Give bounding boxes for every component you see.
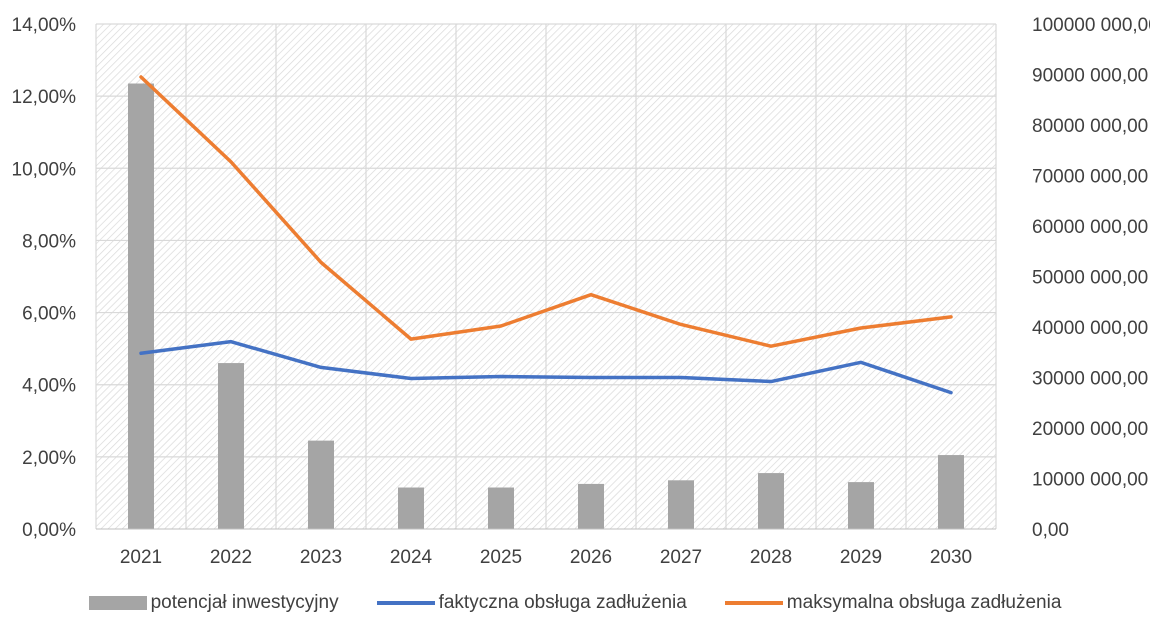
line-series bbox=[139, 75, 953, 395]
bar bbox=[758, 473, 784, 529]
bar bbox=[308, 440, 334, 529]
left-tick-label: 0,00% bbox=[22, 520, 76, 541]
legend-label: potencjał inwestycyjny bbox=[150, 592, 339, 613]
right-tick-label: 70000 000,00 bbox=[1032, 167, 1148, 188]
bar bbox=[218, 363, 244, 529]
right-tick-label: 20000 000,00 bbox=[1032, 419, 1148, 440]
bar bbox=[128, 83, 154, 530]
x-tick-label: 2029 bbox=[840, 547, 882, 568]
bar-series bbox=[128, 83, 964, 530]
right-tick-label: 30000 000,00 bbox=[1032, 369, 1148, 390]
bar bbox=[848, 482, 874, 529]
right-tick-label: 60000 000,00 bbox=[1032, 217, 1148, 238]
series-line bbox=[139, 339, 953, 395]
bar bbox=[938, 455, 964, 529]
legend-item-bar: potencjał inwestycyjny bbox=[88, 592, 339, 614]
legend: potencjał inwestycyjny faktyczna obsługa… bbox=[0, 592, 1150, 614]
x-tick-label: 2028 bbox=[750, 547, 792, 568]
x-tick-label: 2027 bbox=[660, 547, 702, 568]
right-tick-label: 80000 000,00 bbox=[1032, 116, 1148, 137]
bar bbox=[398, 487, 424, 529]
right-tick-label: 0,00 bbox=[1032, 520, 1069, 541]
left-tick-label: 4,00% bbox=[22, 376, 76, 397]
left-tick-label: 14,00% bbox=[12, 15, 77, 36]
x-tick-label: 2021 bbox=[120, 547, 162, 568]
legend-swatch-max bbox=[724, 601, 783, 605]
right-tick-label: 90000 000,00 bbox=[1032, 66, 1148, 87]
right-tick-label: 40000 000,00 bbox=[1032, 318, 1148, 339]
legend-label: faktyczna obsługa zadłużenia bbox=[438, 592, 687, 613]
bar bbox=[668, 480, 694, 529]
legend-swatch-bar bbox=[88, 596, 147, 610]
left-tick-label: 10,00% bbox=[12, 159, 77, 180]
x-axis-tick-labels: 2021 2022 2023 2024 2025 2026 2027 2028 2029 2030 bbox=[120, 547, 972, 568]
x-tick-label: 2030 bbox=[930, 547, 972, 568]
right-axis-tick-labels: 0,00 10000 000,00 20000 000,00 30000 000,00… bbox=[1032, 15, 1150, 541]
legend-item-actual: faktyczna obsługa zadłużenia bbox=[376, 592, 687, 614]
x-tick-label: 2025 bbox=[480, 547, 522, 568]
left-tick-label: 8,00% bbox=[22, 231, 76, 252]
right-tick-label: 50000 000,00 bbox=[1032, 268, 1148, 289]
bar bbox=[578, 483, 604, 529]
x-tick-label: 2022 bbox=[210, 547, 252, 568]
legend-item-max: maksymalna obsługa zadłużenia bbox=[724, 592, 1062, 614]
legend-swatch-actual bbox=[376, 601, 435, 605]
right-tick-label: 100000 000,00 bbox=[1032, 15, 1150, 36]
left-tick-label: 2,00% bbox=[22, 448, 76, 469]
legend-label: maksymalna obsługa zadłużenia bbox=[786, 592, 1062, 613]
x-tick-label: 2023 bbox=[300, 547, 342, 568]
left-axis-tick-labels: 0,00% 2,00% 4,00% 6,00% 8,00% 10,00% 12,00% 14,… bbox=[12, 15, 77, 541]
x-tick-label: 2024 bbox=[390, 547, 433, 568]
left-tick-label: 6,00% bbox=[22, 304, 76, 325]
x-tick-label: 2026 bbox=[570, 547, 612, 568]
left-tick-label: 12,00% bbox=[12, 87, 77, 108]
chart-canvas: 0,00% 2,00% 4,00% 6,00% 8,00% 10,00% 12,00% 14,… bbox=[12, 15, 1150, 568]
bar bbox=[488, 487, 514, 529]
series-line bbox=[139, 75, 953, 348]
right-tick-label: 10000 000,00 bbox=[1032, 470, 1148, 491]
grid bbox=[95, 23, 997, 529]
